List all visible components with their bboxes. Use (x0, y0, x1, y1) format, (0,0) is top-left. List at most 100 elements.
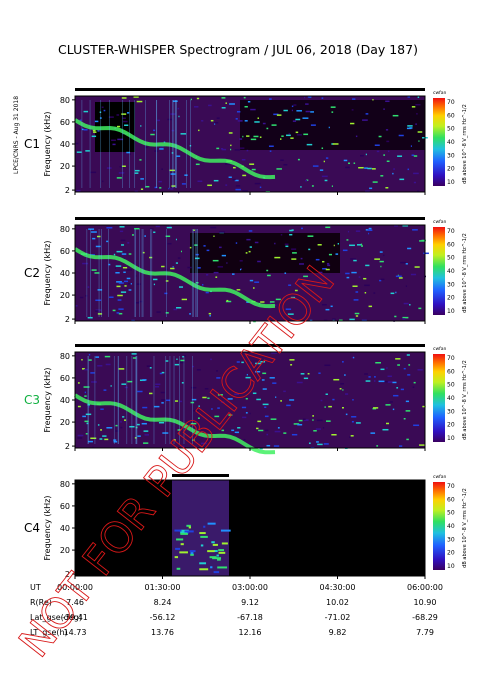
spectral-pixel (321, 97, 324, 99)
colorbar-label: dB above 10^-8 V_rms Hz^-1/2 (462, 233, 468, 313)
spectral-pixel (374, 376, 376, 378)
spectral-pixel (84, 391, 87, 394)
spectral-pixel (199, 562, 207, 565)
spectral-pixel (165, 312, 169, 314)
spectral-pixel (410, 273, 417, 276)
spectral-pixel (385, 404, 391, 406)
spectral-pixel (260, 361, 266, 363)
spectral-pixel (373, 380, 376, 382)
y-tick-label: 40 (60, 269, 70, 278)
spectral-pixel (262, 122, 266, 125)
spectral-pixel (120, 426, 123, 429)
spectral-pixel (220, 529, 231, 532)
spectral-pixel (406, 127, 412, 130)
spectral-pixel (122, 416, 125, 418)
spectral-pixel (87, 404, 91, 406)
spectral-pixel (352, 399, 354, 401)
spectral-pixel (269, 98, 272, 100)
spectral-pixel (324, 364, 331, 367)
colorbar-tick-label: 50 (447, 510, 455, 517)
spectral-pixel (87, 286, 90, 288)
spectral-pixel (169, 225, 172, 227)
spectral-pixel (380, 368, 385, 371)
spectral-pixel (177, 257, 181, 259)
spectral-pixel (137, 390, 143, 393)
spectral-pixel (190, 553, 194, 556)
spectral-pixel (296, 134, 302, 136)
spectral-pixel (188, 526, 191, 529)
spectral-pixel (131, 234, 134, 236)
ephemeris-value: 13.76 (151, 628, 174, 637)
spectral-pixel (318, 372, 321, 374)
spectral-pixel (248, 250, 251, 253)
spectral-pixel (283, 109, 288, 112)
spectral-pixel (97, 313, 103, 315)
spectral-pixel (320, 399, 323, 402)
spectral-pixel (208, 312, 212, 315)
spectral-pixel (355, 315, 359, 317)
spectral-pixel (121, 253, 127, 255)
ephemeris-value: 9.82 (329, 628, 347, 637)
spectral-pixel (295, 131, 299, 134)
spectral-pixel (201, 284, 204, 286)
spectral-pixel (345, 272, 350, 275)
spectral-pixel (180, 532, 188, 535)
spectral-pixel (216, 370, 218, 372)
spectral-pixel (349, 318, 355, 321)
ephemeris-value: 06:00:00 (407, 583, 443, 592)
spectral-pixel (216, 554, 219, 557)
spectral-pixel (91, 269, 97, 271)
spectral-pixel (290, 364, 293, 366)
spectral-pixel (93, 131, 97, 133)
spectral-pixel (403, 302, 409, 305)
spectral-pixel (239, 147, 245, 149)
spectral-pixel (405, 285, 408, 287)
spectral-pixel (189, 550, 196, 553)
spectral-pixel (412, 386, 415, 388)
spectral-pixel (114, 267, 117, 269)
spectral-pixel (418, 140, 420, 142)
spectral-pixel (239, 138, 243, 140)
spectral-pixel (344, 374, 346, 376)
spectral-pixel (275, 396, 277, 398)
spectral-pixel (325, 268, 330, 271)
spectral-pixel (207, 550, 215, 553)
spectral-pixel (127, 242, 130, 244)
spectral-pixel (144, 434, 149, 436)
spectral-pixel (247, 100, 251, 103)
spectral-pixel (123, 120, 128, 123)
spectral-pixel (364, 284, 370, 287)
spectral-pixel (190, 401, 195, 404)
spectral-pixel (364, 167, 368, 169)
spectral-pixel (342, 389, 344, 391)
colorbar-tick-label: 10 (447, 435, 455, 442)
spectral-pixel (373, 407, 379, 409)
spectral-pixel (259, 136, 262, 138)
spectral-pixel (220, 148, 224, 150)
spectral-pixel (246, 135, 250, 137)
spectral-pixel (217, 407, 220, 409)
spectral-pixel (116, 114, 120, 116)
y-tick-label: 20 (60, 291, 70, 300)
spectral-pixel (274, 242, 276, 245)
spectral-pixel (303, 377, 309, 380)
spectral-pixel (393, 394, 399, 397)
spectral-pixel (106, 167, 112, 169)
ephemeris-value: 9.12 (241, 598, 259, 607)
spectral-pixel (187, 266, 192, 269)
spectral-pixel (225, 300, 232, 303)
spectral-pixel (155, 225, 160, 228)
spectral-pixel (249, 279, 254, 282)
spectral-pixel (166, 226, 172, 229)
spectral-pixel (331, 185, 333, 187)
spectral-pixel (168, 187, 170, 190)
spectral-pixel (232, 273, 235, 275)
spectral-pixel (235, 185, 241, 187)
spectral-pixel (287, 313, 294, 315)
spectral-pixel (217, 566, 228, 569)
spectral-pixel (358, 276, 361, 278)
spectral-pixel (126, 269, 133, 271)
spectral-pixel (331, 434, 337, 436)
colorbar-top-text: cwfan (433, 90, 446, 96)
